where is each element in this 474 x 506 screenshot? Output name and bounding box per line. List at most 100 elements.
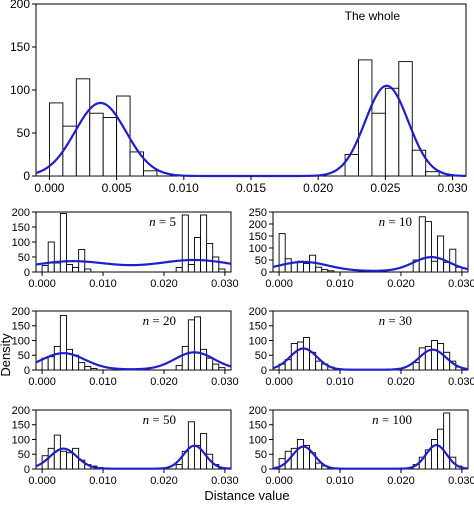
y-tick-label: 200 bbox=[10, 0, 30, 11]
x-tick-label: 0.030 bbox=[448, 475, 474, 487]
y-tick-label: 50 bbox=[18, 449, 30, 461]
x-tick-label: 0.010 bbox=[169, 181, 199, 195]
histogram-bar bbox=[315, 266, 323, 273]
histogram-bar bbox=[143, 170, 158, 177]
histogram-bar bbox=[284, 258, 292, 273]
annotation-variable: n bbox=[143, 313, 150, 328]
y-tick-label: 150 bbox=[12, 321, 30, 333]
histogram-bar bbox=[78, 362, 86, 371]
panel-n20: 0 50 100 150 200 0.000 0.010 0.020 0.030 n = 20 bbox=[12, 306, 239, 388]
x-tick-label: 0.020 bbox=[150, 376, 178, 388]
histogram-bar bbox=[41, 264, 49, 273]
x-tick-label: 0.020 bbox=[387, 475, 415, 487]
x-tick-label: 0.010 bbox=[326, 376, 354, 388]
y-tick-label: 0 bbox=[261, 365, 267, 377]
x-tick-label: 0.000 bbox=[265, 278, 293, 290]
panel-annotation: n = 50 bbox=[143, 412, 176, 427]
annotation-text: The whole bbox=[345, 9, 401, 23]
y-tick-label: 100 bbox=[10, 83, 30, 97]
histogram-bar bbox=[398, 61, 413, 177]
histogram-bar bbox=[321, 269, 329, 273]
histogram-bar bbox=[443, 412, 451, 470]
histogram-bar bbox=[424, 221, 432, 273]
x-tick-label: 0.020 bbox=[303, 181, 333, 195]
histogram-bar bbox=[59, 450, 67, 470]
histogram-bar bbox=[278, 233, 286, 273]
y-tick-label: 200 bbox=[12, 207, 30, 219]
histogram-bar bbox=[129, 151, 144, 177]
x-tick-label: 0.000 bbox=[34, 181, 64, 195]
y-tick-label: 100 bbox=[249, 434, 267, 446]
histogram-bar bbox=[116, 95, 131, 177]
histogram-bar bbox=[206, 357, 214, 371]
histogram-bar bbox=[430, 439, 438, 470]
histogram-bar bbox=[206, 243, 214, 273]
y-tick-label: 50 bbox=[18, 252, 30, 264]
y-tick-label: 150 bbox=[10, 40, 30, 54]
y-tick-label: 0 bbox=[24, 267, 30, 279]
x-tick-label: 0.000 bbox=[265, 475, 293, 487]
histogram-bar bbox=[290, 343, 298, 371]
annotation-variable: n bbox=[149, 214, 156, 229]
histogram-bar bbox=[187, 264, 195, 273]
histogram-bar bbox=[175, 365, 183, 371]
x-tick-label: 0.020 bbox=[150, 475, 178, 487]
x-tick-label: 0.020 bbox=[150, 278, 178, 290]
y-tick-label: 0 bbox=[24, 464, 30, 476]
panel-n100: 0 50 100 150 200 0.000 0.010 0.020 0.030 n = 100 bbox=[249, 405, 474, 487]
histogram-bar bbox=[437, 235, 445, 273]
y-tick-label: 50 bbox=[255, 255, 267, 267]
histogram-bar bbox=[371, 112, 386, 177]
x-tick-label: 0.005 bbox=[102, 181, 132, 195]
x-tick-label: 0.030 bbox=[211, 475, 239, 487]
histogram-bar bbox=[84, 268, 92, 273]
histogram-bar bbox=[181, 345, 189, 371]
y-tick-label: 100 bbox=[12, 434, 30, 446]
histogram-bar bbox=[315, 462, 323, 470]
y-tick-label: 200 bbox=[249, 306, 267, 318]
y-tick-label: 100 bbox=[249, 335, 267, 347]
annotation-variable: n bbox=[143, 412, 150, 427]
histogram-bar bbox=[218, 268, 226, 273]
x-tick-label: 0.030 bbox=[211, 376, 239, 388]
histogram-bar bbox=[47, 241, 55, 273]
y-tick-label: 150 bbox=[249, 420, 267, 432]
y-tick-label: 100 bbox=[12, 335, 30, 347]
histogram-bar bbox=[102, 117, 118, 177]
x-tick-label: 0.025 bbox=[370, 181, 400, 195]
histogram-bar bbox=[315, 360, 323, 371]
density-curve bbox=[35, 444, 232, 470]
histogram-bar bbox=[418, 216, 426, 273]
histogram-bar bbox=[47, 356, 55, 371]
x-tick-label: 0.000 bbox=[28, 475, 56, 487]
x-tick-label: 0.000 bbox=[28, 278, 56, 290]
histogram-bar bbox=[84, 366, 92, 371]
panel-n30: 0 50 100 150 200 0.000 0.010 0.020 0.030 n = 30 bbox=[249, 306, 474, 388]
histogram-bar bbox=[418, 347, 426, 371]
y-tick-label: 200 bbox=[12, 405, 30, 417]
histogram-bar bbox=[218, 367, 226, 371]
x-tick-label: 0.000 bbox=[265, 376, 293, 388]
histogram-bar bbox=[430, 260, 438, 273]
panel-n50: 0 50 100 150 200 0.000 0.010 0.020 0.030 n = 50 bbox=[12, 405, 239, 487]
histogram-bar bbox=[425, 171, 440, 177]
density-curve bbox=[272, 347, 469, 371]
annotation-variable: n bbox=[372, 412, 379, 427]
density-curve bbox=[272, 444, 469, 470]
x-tick-label: 0.010 bbox=[326, 475, 354, 487]
density-curve bbox=[35, 351, 232, 371]
y-tick-label: 150 bbox=[12, 420, 30, 432]
annotation-text: = 20 bbox=[149, 313, 176, 328]
histogram-bar bbox=[175, 464, 183, 470]
panel-annotation: n = 10 bbox=[379, 214, 412, 229]
x-tick-label: 0.010 bbox=[89, 278, 117, 290]
panel-annotation: n = 5 bbox=[149, 214, 176, 229]
histogram-bar bbox=[72, 267, 80, 273]
y-tick-label: 200 bbox=[12, 306, 30, 318]
x-tick-label: 0.020 bbox=[387, 278, 415, 290]
x-axis-label: Distance value bbox=[204, 488, 289, 503]
y-tick-label: 200 bbox=[249, 405, 267, 417]
